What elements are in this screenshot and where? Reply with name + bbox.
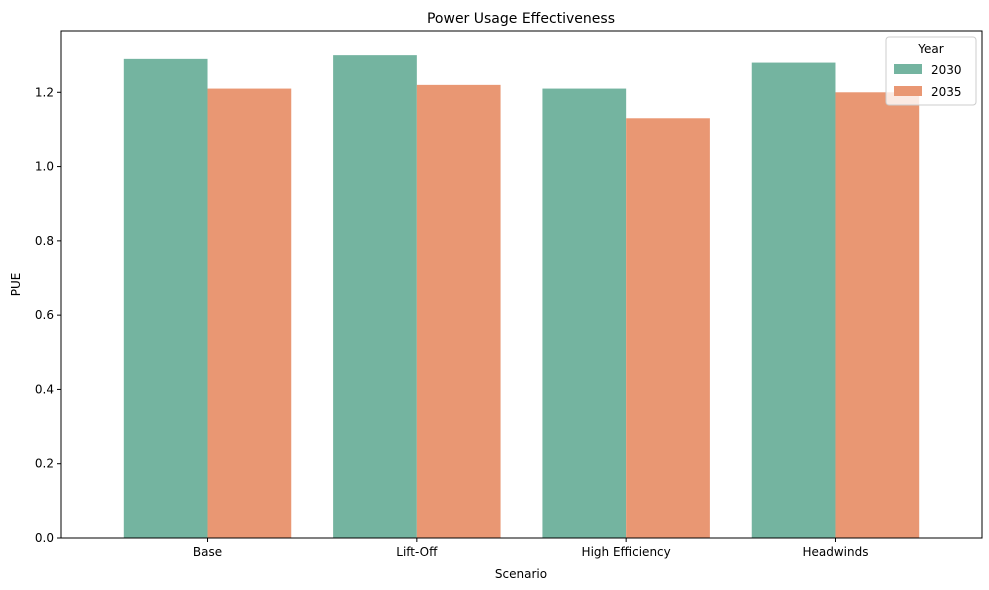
bar-base-2035 xyxy=(207,88,292,539)
chart-title: Power Usage Effectiveness xyxy=(427,11,615,27)
y-tick-label: 1.2 xyxy=(35,85,54,99)
y-tick-label: 0.6 xyxy=(35,308,54,322)
x-tick-label: Lift-Off xyxy=(396,545,438,559)
bar-base-2030 xyxy=(123,58,208,538)
y-tick-label: 0.8 xyxy=(35,234,54,248)
x-axis-ticks: Base Lift-Off High Efficiency Headwinds xyxy=(193,538,868,559)
y-axis-label: PUE xyxy=(9,273,23,297)
bar-lift-off-2035 xyxy=(416,84,501,538)
legend-swatch-2030 xyxy=(894,64,922,74)
legend-label-2030: 2030 xyxy=(931,63,962,77)
bar-high-efficiency-2030 xyxy=(542,88,627,539)
legend-title: Year xyxy=(917,42,943,56)
x-tick-label: High Efficiency xyxy=(582,545,671,559)
bar-headwinds-2035 xyxy=(835,92,920,539)
y-tick-label: 0.0 xyxy=(35,531,54,545)
x-axis-label: Scenario xyxy=(495,567,547,581)
legend: Year 2030 2035 xyxy=(885,36,977,106)
legend-swatch-2035 xyxy=(894,86,922,96)
y-tick-label: 0.2 xyxy=(35,457,54,471)
y-tick-label: 1.0 xyxy=(35,160,54,174)
bar-headwinds-2030 xyxy=(751,62,836,538)
bar-high-efficiency-2035 xyxy=(626,118,710,539)
y-tick-label: 0.4 xyxy=(35,382,54,396)
y-axis-ticks: 0.0 0.2 0.4 0.6 0.8 1.0 1.2 xyxy=(35,85,61,545)
legend-label-2035: 2035 xyxy=(931,85,962,99)
x-tick-label: Base xyxy=(193,545,222,559)
x-tick-label: Headwinds xyxy=(802,545,868,559)
bar-lift-off-2030 xyxy=(333,55,417,539)
plot-area xyxy=(123,55,920,539)
plot-frame xyxy=(60,30,983,539)
